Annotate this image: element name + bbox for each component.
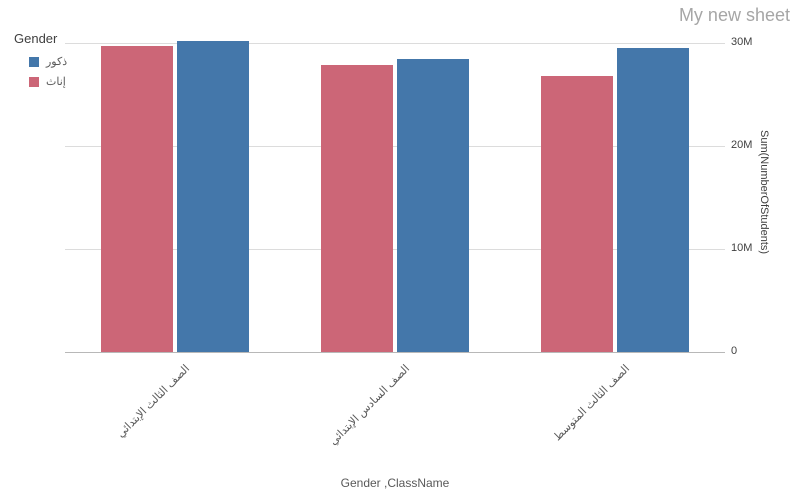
y-tick-label: 20M (731, 139, 753, 151)
bar[interactable] (177, 40, 249, 352)
y-tick-label: 0 (731, 345, 738, 357)
legend-title: Gender (14, 31, 58, 46)
legend-swatch-icon (29, 56, 39, 67)
gridline (65, 249, 725, 250)
legend: Gender ذكور إناث (14, 31, 67, 95)
legend-item-label: إناث (46, 76, 66, 88)
bar[interactable] (101, 46, 173, 352)
bar[interactable] (397, 59, 469, 352)
y-tick-label: 30M (731, 36, 753, 48)
gridline (65, 43, 725, 44)
legend-swatch-icon (29, 76, 39, 87)
x-category-label[interactable]: الصف الثالث المتوسط (551, 362, 633, 444)
legend-item[interactable]: ذكور (29, 55, 67, 68)
legend-item[interactable]: إناث (29, 75, 67, 88)
x-axis-line (65, 352, 725, 353)
y-tick-label: 10M (731, 242, 753, 254)
legend-items: ذكور إناث (14, 55, 67, 88)
x-axis-title: Gender ,ClassName (340, 476, 450, 490)
sheet-title: My new sheet (678, 5, 790, 25)
y-axis-title: Sum(NumberOfStudents) (758, 130, 770, 255)
gridline (65, 146, 725, 147)
legend-item-label: ذكور (46, 56, 68, 68)
bar[interactable] (617, 48, 689, 352)
bar[interactable] (321, 64, 393, 352)
bar[interactable] (541, 75, 613, 352)
x-category-label[interactable]: الصف السادس الإبتدائي (327, 362, 413, 448)
x-category-label[interactable]: الصف الثالث الإبتدائي (114, 362, 193, 441)
